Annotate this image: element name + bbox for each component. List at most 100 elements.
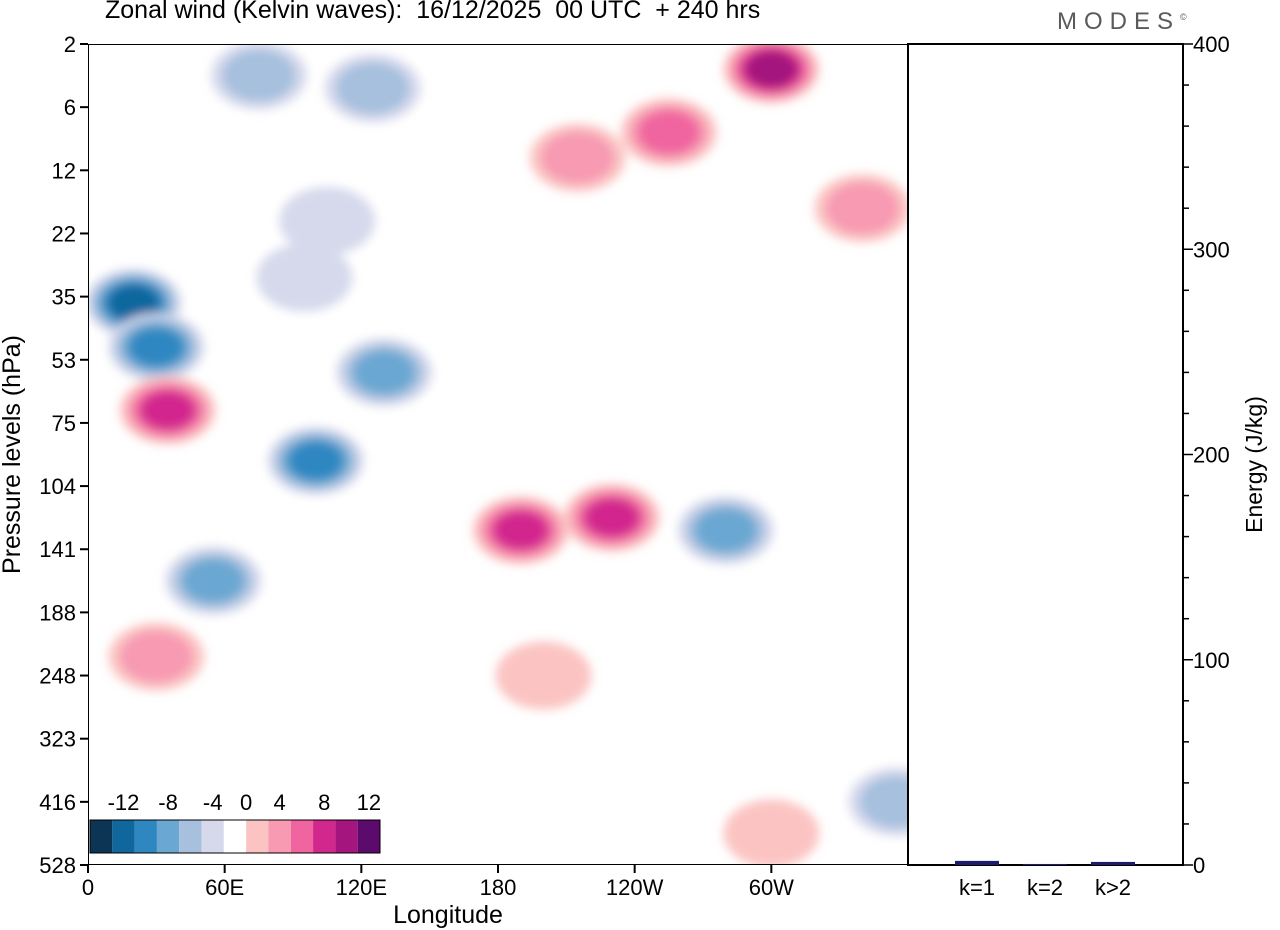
energy-tick-label: 0 <box>1193 853 1205 878</box>
colorbar-swatch <box>357 820 380 853</box>
y-tick-label: 104 <box>39 474 76 499</box>
energy-axis-label: Energy (J/kg) <box>1241 396 1267 533</box>
wind-anomaly <box>723 799 820 865</box>
x-axis-label: Longitude <box>393 901 503 929</box>
colorbar-label: 0 <box>240 790 252 815</box>
wind-anomaly <box>848 767 908 836</box>
wind-contour <box>584 498 640 538</box>
wind-anomaly <box>495 641 592 710</box>
wind-anomaly <box>108 313 205 382</box>
wind-contour <box>108 284 159 321</box>
wind-contour <box>694 508 757 553</box>
colorbar-swatch <box>90 820 113 853</box>
colorbar-frame <box>89 819 381 854</box>
wind-anomaly <box>814 174 908 243</box>
wind-anomaly <box>165 546 262 615</box>
wind-contour <box>222 49 296 102</box>
wind-anomaly <box>620 98 717 167</box>
plot-background <box>88 44 908 865</box>
colorbar-label: 12 <box>357 790 381 815</box>
wind-contour <box>279 186 376 255</box>
colorbar-swatch <box>201 820 224 853</box>
wind-contour <box>288 441 344 481</box>
wind-contour <box>746 51 797 88</box>
y-tick-label: 2 <box>64 32 76 57</box>
y-tick-label: 12 <box>52 158 76 183</box>
wind-anomaly <box>563 483 660 552</box>
wind-anomaly <box>529 123 626 192</box>
colorbar-swatch <box>268 820 291 853</box>
colorbar: -12 -8 -4 0 4 8 12 <box>89 790 381 854</box>
y-tick-label: 6 <box>64 95 76 120</box>
wind-contour <box>128 327 184 367</box>
wind-contour <box>541 131 615 184</box>
energy-category-label: k=2 <box>1027 875 1063 900</box>
energy-tick-label: 200 <box>1193 443 1230 468</box>
wind-contour <box>182 558 245 603</box>
wind-contour <box>353 350 416 395</box>
wind-anomaly <box>256 243 353 312</box>
wind-anomaly <box>279 186 376 255</box>
y-axis-label: Pressure levels (hPa) <box>0 335 26 574</box>
wind-contour <box>825 182 900 235</box>
y-tick-label: 53 <box>52 348 76 373</box>
wind-anomaly <box>324 54 421 123</box>
colorbar-swatch <box>156 820 180 853</box>
colorbar-swatch <box>112 820 135 853</box>
energy-bar <box>1023 863 1067 865</box>
wind-anomaly <box>336 338 433 407</box>
colorbar-swatch <box>223 820 247 853</box>
y-tick-label: 75 <box>52 411 76 436</box>
y-tick-label: 528 <box>39 853 76 878</box>
wind-contour <box>493 510 549 550</box>
wind-features <box>88 44 908 865</box>
energy-panel <box>907 43 1184 866</box>
x-tick-label: 60W <box>749 875 794 900</box>
colorbar-swatch <box>335 820 358 853</box>
y-tick-label: 416 <box>39 790 76 815</box>
wind-anomaly <box>723 44 820 104</box>
y-tick-label: 248 <box>39 664 76 689</box>
energy-tick-label: 300 <box>1193 237 1230 262</box>
y-tick-label: 141 <box>39 537 76 562</box>
colorbar-label: -12 <box>108 790 140 815</box>
colorbar-swatch <box>313 820 336 853</box>
energy-bar-chart: 0 100 200 300 400 k=1 k=2 k>2 Energy (J/kg) <box>907 32 1267 900</box>
wind-contour <box>336 62 410 115</box>
colorbar-swatch <box>134 820 157 853</box>
brand-logo: MODES© <box>1057 8 1187 35</box>
wind-contour <box>119 630 193 683</box>
colorbar-label: 8 <box>318 790 330 815</box>
x-tick-label: 180 <box>480 875 517 900</box>
wind-anomaly <box>677 496 774 565</box>
y-tick-label: 323 <box>39 727 76 752</box>
energy-bar <box>955 860 999 865</box>
wind-anomaly <box>472 496 569 565</box>
colorbar-label: 4 <box>273 790 285 815</box>
wind-contour <box>723 799 820 865</box>
colorbar-swatch <box>290 820 314 853</box>
x-axis-longitude: 0 60E 120E 180 120W 60W Longitude <box>82 865 794 929</box>
energy-tick-label: 400 <box>1193 32 1230 57</box>
energy-category-label: k>2 <box>1095 875 1131 900</box>
wind-contour <box>859 775 908 828</box>
colorbar-label: -4 <box>203 790 223 815</box>
colorbar-swatch <box>179 820 202 853</box>
energy-bar <box>1091 861 1135 865</box>
wind-contour <box>637 110 700 155</box>
y-tick-label: 22 <box>52 221 76 246</box>
x-tick-label: 120W <box>606 875 664 900</box>
y-tick-label: 35 <box>52 285 76 310</box>
wind-anomaly <box>210 44 307 110</box>
wind-anomaly <box>119 376 216 445</box>
wind-heatmap <box>88 44 908 865</box>
chart-title: Zonal wind (Kelvin waves): 16/12/2025 00… <box>105 0 761 24</box>
x-tick-label: 0 <box>82 875 94 900</box>
wind-anomaly <box>267 426 364 495</box>
energy-category-label: k=1 <box>959 875 995 900</box>
colorbar-label: -8 <box>158 790 178 815</box>
wind-contour <box>140 390 196 430</box>
energy-tick-label: 100 <box>1193 648 1230 673</box>
y-axis-pressure: 2 6 12 22 35 53 75 104 141 188 248 323 416 528 Pressur… <box>0 32 88 878</box>
